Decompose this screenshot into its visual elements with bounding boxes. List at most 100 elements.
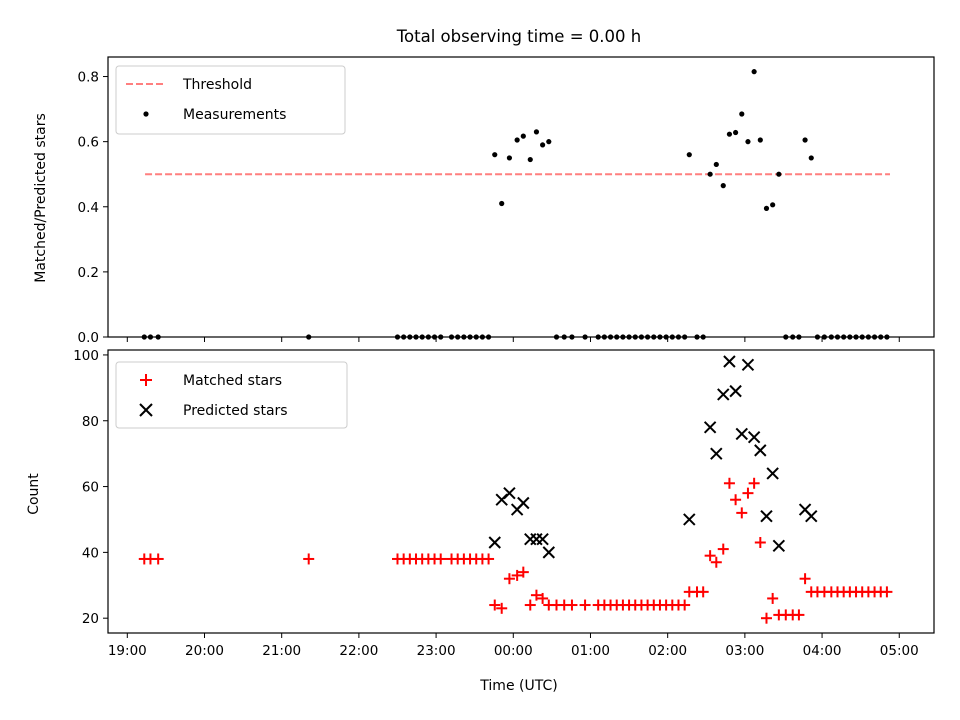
matched-stars-point [483,553,495,565]
predicted-stars-point [536,533,549,546]
predicted-stars-point [488,536,501,549]
legend-matched-swatch [140,374,152,386]
matched-stars-point [537,592,549,604]
matched-stars-point [303,553,315,565]
matched-stars-point [754,537,766,549]
top-axes-frame [107,56,935,338]
matched-stars-point [503,573,515,585]
legend-matched-label: Matched stars [183,373,282,389]
measurement-point [808,155,814,161]
predicted-stars-point [710,447,723,460]
bottom-x-tick-label: 00:00 [494,643,533,659]
measurement-point [739,111,745,117]
matched-stars-point [679,599,691,611]
bottom-plot-area [138,355,893,624]
matched-stars-point [524,599,536,611]
top-y-tick-label: 0.0 [78,330,99,346]
predicted-stars-point [772,539,786,553]
bottom-x-tick-label: 21:00 [262,643,301,659]
matched-stars-point [767,592,779,604]
predicted-stars-point [517,496,530,510]
bottom-x-tick-label: 22:00 [339,643,378,659]
predicted-stars-point [766,467,779,480]
bottom-x-tick-label: 23:00 [417,643,456,659]
bottom-x-axis: 19:00 20:00 21:00 22:00 23:00 00:00 01:00 02:00… [108,633,919,659]
bottom-x-tick-label: 03:00 [725,643,764,659]
matched-stars-point [748,477,760,489]
matched-stars-point [435,553,447,565]
measurement-point [707,171,713,177]
matched-stars-point [881,586,893,598]
measurement-point [499,200,505,207]
predicted-stars-point [760,509,773,523]
predicted-stars-point [683,513,696,526]
matched-stars-point [742,487,754,499]
bottom-y-tick-label: 80 [82,414,99,430]
bottom-legend: Matched stars Predicted stars [115,361,348,429]
legend-predicted-swatch [139,403,153,417]
measurement-point [713,161,719,168]
measurement-point [776,171,782,177]
bottom-x-axis-label: Time (UTC) [479,678,557,694]
matched-stars-point [496,602,508,614]
top-panel: Total observing time = 0.00 h Matched/Pr… [33,27,935,346]
measurement-point [527,156,533,163]
bottom-y-axis-label: Count [26,473,42,515]
bottom-x-tick-label: 20:00 [185,643,224,659]
measurement-point [763,205,770,211]
predicted-stars-point [754,444,767,457]
measurement-point [533,129,540,135]
bottom-y-axis: 20 40 60 80 100 [73,348,108,627]
predicted-stars-point [805,509,818,523]
bottom-x-tick-label: 02:00 [648,643,687,659]
matched-stars-point [530,589,542,601]
bottom-legend-box [115,361,348,429]
matched-stars-point [799,573,811,585]
predicted-stars-point [717,388,730,401]
matched-stars-point [760,612,772,624]
predicted-stars-point [703,421,717,434]
matched-stars-point [489,599,501,611]
matched-stars-point [710,556,722,568]
chart-title: Total observing time = 0.00 h [396,27,641,46]
bottom-x-tick-label: 01:00 [571,643,610,659]
measurement-point [733,129,739,136]
legend-measurements-swatch [143,111,149,117]
top-y-tick-label: 0.2 [78,265,99,281]
bottom-x-tick-label: 04:00 [803,643,842,659]
measurement-point [514,137,520,143]
matched-stars-point [704,550,716,562]
predicted-stars-point [542,546,555,559]
top-y-tick-label: 0.6 [78,135,99,151]
matched-stars-point [517,566,529,578]
matched-stars-point [730,494,742,506]
measurement-point [757,137,763,143]
top-legend: Threshold Measurements [115,65,346,135]
top-legend-box [115,65,346,135]
measurement-point [745,139,751,145]
measurement-point [720,183,726,189]
matched-stars-point [717,543,729,555]
legend-threshold-label: Threshold [182,77,252,93]
matched-stars-point [736,507,748,519]
measurement-point [546,139,552,145]
series-predicted-stars [488,355,818,559]
measurement-point [751,69,757,75]
predicted-stars-point [741,358,755,372]
matched-stars-point [793,609,805,621]
measurement-point [506,155,513,161]
measurement-point [540,142,546,148]
measurement-point [770,202,776,208]
predicted-stars-point [729,384,742,398]
measurement-point [492,152,498,158]
top-y-axis-label: Matched/Predicted stars [33,113,49,283]
series-matched-stars [138,477,893,624]
measurement-point [686,152,692,158]
bottom-y-tick-label: 40 [82,545,99,561]
bottom-y-tick-label: 60 [82,480,99,496]
matched-stars-point [152,553,164,565]
bottom-x-tick-label: 19:00 [108,643,147,659]
legend-measurements-label: Measurements [183,107,286,123]
predicted-stars-point [723,355,736,368]
